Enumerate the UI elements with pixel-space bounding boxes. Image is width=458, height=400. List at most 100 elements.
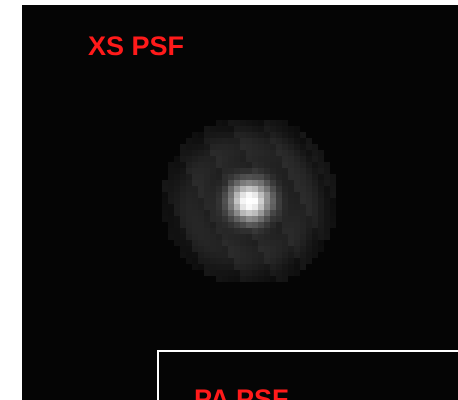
psf-pixel bbox=[240, 126, 246, 132]
psf-pixel bbox=[324, 228, 330, 234]
psf-pixel bbox=[312, 234, 318, 240]
psf-pixel bbox=[270, 234, 276, 240]
psf-pixel bbox=[318, 204, 324, 210]
psf-pixel bbox=[264, 198, 270, 204]
psf-pixel bbox=[288, 240, 294, 246]
psf-pixel bbox=[288, 234, 294, 240]
psf-pixel bbox=[186, 210, 192, 216]
psf-pixel bbox=[234, 180, 240, 186]
psf-pixel bbox=[318, 246, 324, 252]
psf-pixel bbox=[270, 276, 276, 282]
psf-pixel bbox=[288, 138, 294, 144]
psf-pixel bbox=[252, 162, 258, 168]
psf-pixel bbox=[294, 168, 300, 174]
psf-pixel bbox=[198, 204, 204, 210]
psf-pixel bbox=[228, 264, 234, 270]
psf-pixel bbox=[240, 234, 246, 240]
psf-pixel bbox=[228, 144, 234, 150]
psf-pixel bbox=[180, 234, 186, 240]
psf-pixel bbox=[264, 162, 270, 168]
psf-pixel bbox=[324, 174, 330, 180]
psf-pixel bbox=[234, 240, 240, 246]
psf-pixel bbox=[276, 276, 282, 282]
psf-pixel bbox=[210, 132, 216, 138]
psf-pixel bbox=[300, 138, 306, 144]
psf-pixel bbox=[192, 144, 198, 150]
psf-pixel bbox=[300, 252, 306, 258]
psf-pixel bbox=[198, 228, 204, 234]
psf-pixel bbox=[264, 234, 270, 240]
psf-pixel bbox=[204, 132, 210, 138]
screenshot: XS PSF PA PSF bbox=[0, 0, 458, 400]
psf-pixel bbox=[240, 216, 246, 222]
psf-pixel bbox=[300, 156, 306, 162]
psf-pixel bbox=[282, 156, 288, 162]
psf-pixel bbox=[252, 174, 258, 180]
psf-pixel bbox=[174, 240, 180, 246]
psf-pixel bbox=[240, 240, 246, 246]
psf-pixel bbox=[240, 192, 246, 198]
psf-pixel bbox=[252, 264, 258, 270]
psf-pixel bbox=[180, 198, 186, 204]
psf-pixel bbox=[198, 138, 204, 144]
psf-pixel bbox=[282, 120, 288, 126]
psf-pixel bbox=[270, 126, 276, 132]
psf-pixel bbox=[294, 126, 300, 132]
psf-pixel bbox=[324, 198, 330, 204]
psf-pixel bbox=[282, 198, 288, 204]
psf-pixel bbox=[186, 240, 192, 246]
psf-pixel bbox=[276, 270, 282, 276]
psf-pixel bbox=[252, 120, 258, 126]
psf-pixel bbox=[222, 204, 228, 210]
psf-pixel bbox=[180, 240, 186, 246]
psf-pixel bbox=[216, 198, 222, 204]
psf-pixel bbox=[282, 186, 288, 192]
psf-pixel bbox=[318, 150, 324, 156]
psf-pixel bbox=[240, 174, 246, 180]
psf-pixel bbox=[234, 258, 240, 264]
inset-label: PA PSF bbox=[194, 384, 289, 400]
psf-pixel bbox=[192, 156, 198, 162]
psf-pixel bbox=[252, 186, 258, 192]
psf-pixel bbox=[228, 240, 234, 246]
psf-pixel bbox=[216, 168, 222, 174]
psf-pixel bbox=[252, 246, 258, 252]
psf-pixel bbox=[198, 210, 204, 216]
psf-pixel bbox=[186, 204, 192, 210]
psf-pixel bbox=[234, 174, 240, 180]
psf-pixel bbox=[270, 120, 276, 126]
main-label: XS PSF bbox=[88, 31, 184, 61]
psf-pixel bbox=[174, 174, 180, 180]
psf-pixel bbox=[180, 186, 186, 192]
psf-pixel bbox=[240, 150, 246, 156]
psf-pixel bbox=[240, 222, 246, 228]
psf-pixel bbox=[252, 270, 258, 276]
psf-pixel bbox=[234, 210, 240, 216]
psf-blob bbox=[162, 120, 336, 282]
psf-pixel bbox=[186, 198, 192, 204]
psf-pixel bbox=[246, 198, 252, 204]
psf-pixel bbox=[282, 162, 288, 168]
psf-pixel bbox=[186, 174, 192, 180]
psf-pixel bbox=[240, 144, 246, 150]
psf-pixel bbox=[294, 180, 300, 186]
psf-pixel bbox=[222, 168, 228, 174]
psf-pixel bbox=[240, 276, 246, 282]
psf-pixel bbox=[234, 270, 240, 276]
psf-pixel bbox=[168, 174, 174, 180]
psf-pixel bbox=[234, 192, 240, 198]
psf-pixel bbox=[228, 186, 234, 192]
psf-pixel bbox=[282, 252, 288, 258]
psf-pixel bbox=[252, 258, 258, 264]
psf-pixel bbox=[300, 246, 306, 252]
psf-pixel bbox=[222, 120, 228, 126]
psf-pixel bbox=[192, 186, 198, 192]
psf-pixel bbox=[318, 240, 324, 246]
psf-pixel bbox=[222, 234, 228, 240]
psf-pixel bbox=[276, 150, 282, 156]
psf-pixel bbox=[204, 210, 210, 216]
psf-pixel bbox=[300, 258, 306, 264]
psf-pixel bbox=[300, 234, 306, 240]
psf-pixel bbox=[186, 144, 192, 150]
psf-pixel bbox=[264, 276, 270, 282]
